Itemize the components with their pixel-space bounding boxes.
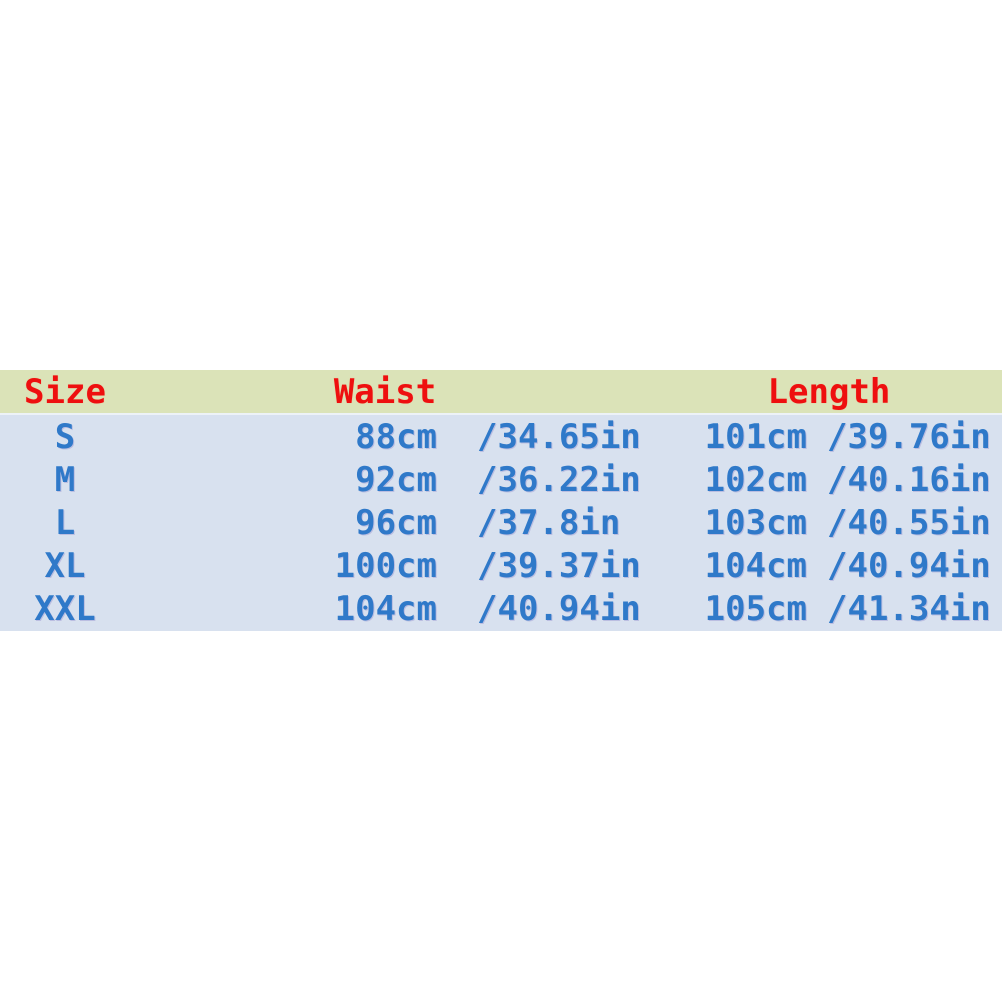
table-row: S 88cm /34.65in 101cm /39.76in [0, 415, 1002, 458]
waist-in-cell: /40.94in [477, 589, 641, 630]
header-size-label: Size [24, 371, 106, 412]
length-in-cell: /40.94in [827, 546, 991, 587]
size-chart-header-row: Size Waist Length [0, 370, 1002, 413]
header-length-label: Length [767, 371, 891, 412]
length-cm-cell: 104cm [704, 546, 807, 587]
size-cell: S [54, 416, 76, 457]
waist-cm-cell: 100cm [334, 546, 437, 587]
size-cell: XXL [34, 589, 96, 630]
table-row: L 96cm /37.8in 103cm /40.55in [0, 501, 1002, 544]
length-cm-cell: 103cm [704, 502, 807, 543]
size-chart-table: Size Waist Length S 88cm /34.65in 101cm … [0, 370, 1002, 631]
length-in-cell: /41.34in [827, 589, 991, 630]
length-in-cell: /39.76in [827, 416, 991, 457]
length-cm-cell: 102cm [704, 459, 807, 500]
waist-cm-cell: 88cm [355, 416, 437, 457]
waist-in-cell: /37.8in [477, 502, 621, 543]
waist-cm-cell: 104cm [334, 589, 437, 630]
size-cell: XL [44, 546, 86, 587]
waist-in-cell: /39.37in [477, 546, 641, 587]
size-cell: M [54, 459, 76, 500]
waist-in-cell: /36.22in [477, 459, 641, 500]
waist-in-cell: /34.65in [477, 416, 641, 457]
waist-cm-cell: 96cm [355, 502, 437, 543]
table-row: XL 100cm /39.37in 104cm /40.94in [0, 545, 1002, 588]
length-in-cell: /40.16in [827, 459, 991, 500]
header-waist-label: Waist [333, 371, 437, 412]
size-chart-body: S 88cm /34.65in 101cm /39.76in M 92cm /3… [0, 413, 1002, 631]
size-cell: L [54, 502, 76, 543]
length-cm-cell: 101cm [704, 416, 807, 457]
length-in-cell: /40.55in [827, 502, 991, 543]
table-row: XXL 104cm /40.94in 105cm /41.34in [0, 588, 1002, 631]
table-row: M 92cm /36.22in 102cm /40.16in [0, 458, 1002, 501]
waist-cm-cell: 92cm [355, 459, 437, 500]
length-cm-cell: 105cm [704, 589, 807, 630]
